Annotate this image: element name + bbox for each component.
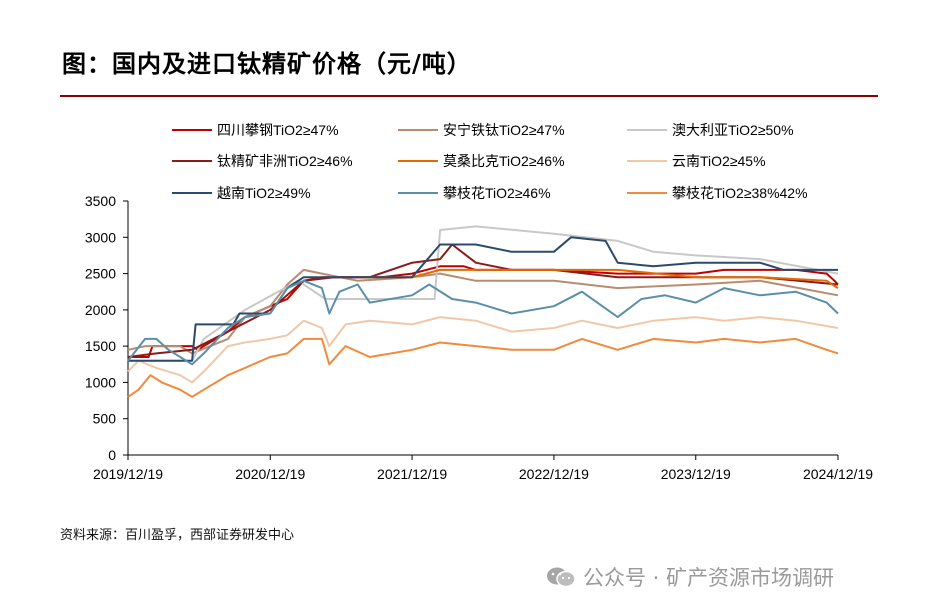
wechat-icon: [545, 565, 577, 589]
legend-label: 四川攀钢TiO2≥47%: [217, 122, 339, 138]
series-line: [127, 316, 839, 384]
legend-label: 安宁铁钛TiO2≥47%: [443, 122, 565, 138]
series-line: [127, 337, 839, 398]
series-line: [128, 225, 839, 362]
x-tick-label: 2024/12/19: [803, 466, 873, 482]
y-tick-label: 0: [108, 447, 116, 463]
y-tick-label: 3500: [85, 193, 116, 209]
legend: 四川攀钢TiO2≥47% 安宁铁钛TiO2≥47% 澳大利亚TiO2≥50% 钛精矿非…: [172, 122, 808, 201]
title-rule: [60, 95, 878, 97]
y-tick-label: 2500: [85, 266, 116, 282]
legend-label: 攀枝花TiO2≥38%42%: [672, 185, 808, 201]
y-tick-label: 1000: [85, 374, 116, 390]
legend-label: 澳大利亚TiO2≥50%: [672, 122, 794, 138]
chart-title: 图：国内及进口钛精矿价格（元/吨）: [62, 49, 472, 78]
legend-label: 越南TiO2≥49%: [217, 185, 311, 201]
y-tick-label: 2000: [85, 302, 116, 318]
source-note: 资料来源：百川盈孚，西部证券研发中心: [60, 528, 295, 543]
series-line: [357, 268, 839, 289]
y-tick-label: 3000: [85, 229, 116, 245]
watermark-text: 公众号 · 矿产资源市场调研: [583, 566, 835, 590]
x-tick-label: 2020/12/19: [235, 466, 305, 482]
x-tick-label: 2023/12/19: [661, 466, 731, 482]
legend-label: 云南TiO2≥45%: [672, 153, 766, 169]
axes: 0 500 1000 1500 2000 2500 3000 3500 2019/12/19 20…: [85, 193, 873, 482]
watermark: 公众号 · 矿产资源市场调研: [545, 562, 834, 592]
legend-label: 莫桑比克TiO2≥46%: [443, 153, 565, 169]
series-line: [127, 279, 839, 366]
series-line: [127, 268, 839, 355]
y-tick-label: 500: [93, 411, 117, 427]
series-line: [128, 236, 838, 362]
x-tick-label: 2019/12/19: [93, 466, 163, 482]
legend-label: 钛精矿非洲TiO2≥46%: [217, 153, 353, 169]
plot-area: [127, 225, 839, 398]
x-tick-label: 2021/12/19: [377, 466, 447, 482]
x-tick-label: 2022/12/19: [519, 466, 589, 482]
y-tick-label: 1500: [85, 338, 116, 354]
legend-label: 攀枝花TiO2≥46%: [443, 185, 551, 201]
